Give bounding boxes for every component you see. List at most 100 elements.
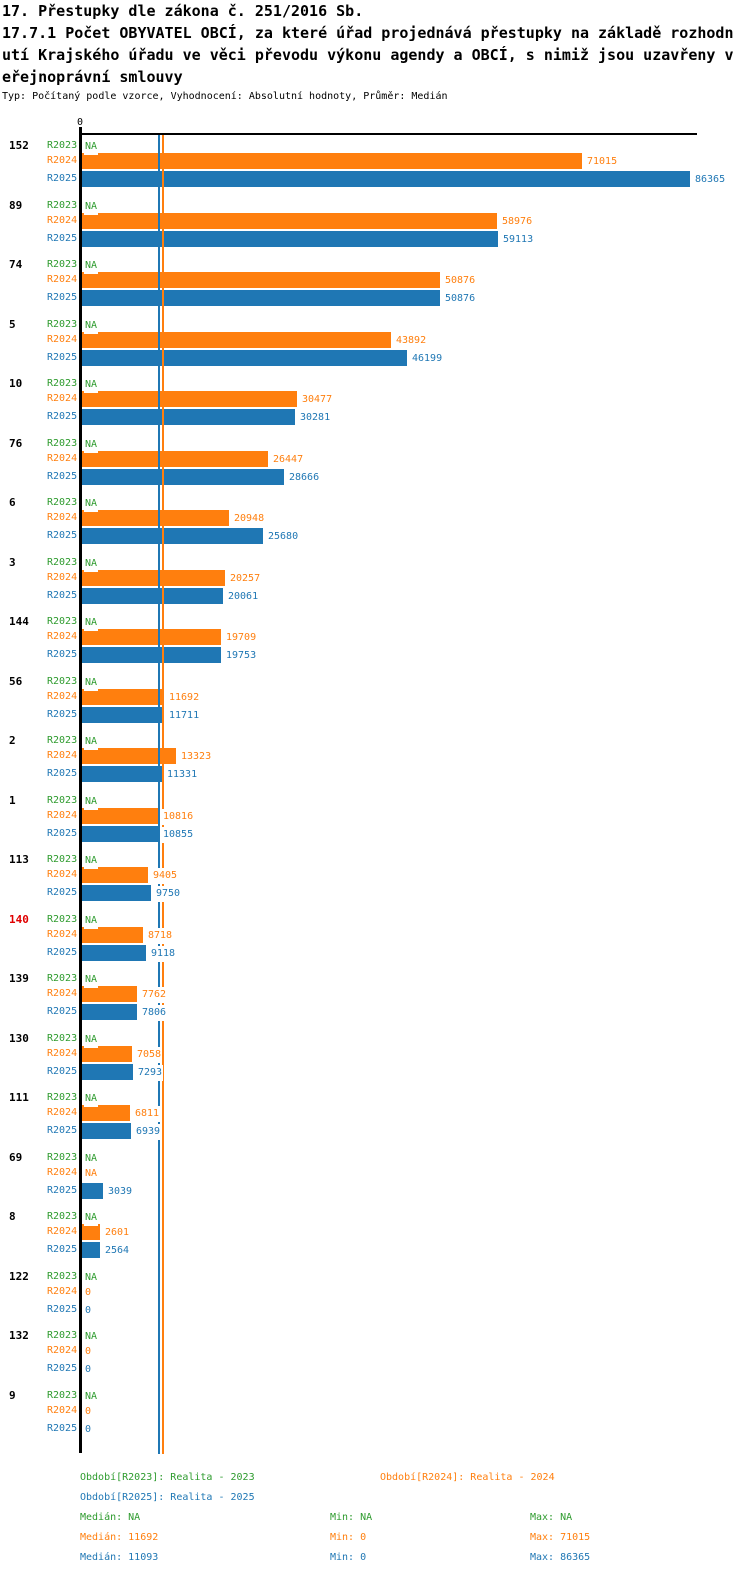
x-axis-line: [79, 133, 697, 135]
series-label-r2024: R2024: [47, 1345, 78, 1356]
bar-group: 9 R2023 NA R2024 0 R2025 0: [0, 1387, 750, 1447]
stat-min-r2023: Min: NA: [330, 1512, 373, 1523]
series-label-r2023: R2023: [47, 1211, 78, 1222]
bar-value-r2024: 7058: [136, 1046, 163, 1063]
series-label-r2024: R2024: [47, 155, 78, 166]
bar-group: 8 R2023 NA R2024 2601 R2025 2564: [0, 1208, 750, 1268]
bar-value-r2023: NA: [84, 496, 99, 512]
bar-value-r2025: 0: [84, 1421, 93, 1438]
series-label-r2025: R2025: [47, 470, 78, 482]
bar-r2024: [82, 1045, 132, 1062]
bar-group: 111 R2023 NA R2024 6811 R2025 6939: [0, 1089, 750, 1149]
bar-r2024: [82, 926, 143, 943]
group-label: 56: [9, 674, 23, 688]
series-label-r2023: R2023: [47, 973, 78, 984]
bar-value-r2025: 11711: [168, 707, 201, 724]
bar-group: 56 R2023 NA R2024 11692 R2025 11711: [0, 673, 750, 733]
legend-r2023: Období[R2023]: Realita - 2023: [80, 1472, 255, 1483]
group-label: 89: [9, 198, 23, 212]
series-label-r2024: R2024: [47, 512, 78, 523]
bar-group: 10 R2023 NA R2024 30477 R2025 30281: [0, 375, 750, 435]
bar-value-r2025: 86365: [694, 172, 727, 188]
bar-value-r2025: 50876: [444, 291, 477, 307]
group-label: 152: [9, 139, 29, 152]
bar-r2025: [82, 290, 440, 306]
series-label-r2025: R2025: [47, 887, 78, 898]
series-label-r2023: R2023: [47, 1092, 78, 1103]
bar-value-r2025: 59113: [502, 231, 535, 248]
bar-r2024: [82, 391, 297, 407]
bar-group: 74 R2023 NA R2024 50876 R2025 50876: [0, 256, 750, 316]
bar-value-r2024: 0: [84, 1284, 93, 1301]
series-label-r2025: R2025: [47, 1065, 78, 1077]
series-label-r2023: R2023: [47, 437, 78, 449]
bar-value-r2024: 9405: [152, 868, 179, 884]
bar-r2024: [82, 1224, 100, 1240]
group-label: 144: [9, 615, 29, 628]
series-label-r2024: R2024: [47, 393, 78, 404]
bar-r2025: [82, 647, 221, 663]
series-label-r2025: R2025: [47, 946, 78, 958]
series-label-r2025: R2025: [47, 351, 78, 363]
series-label-r2024: R2024: [47, 1404, 78, 1416]
series-label-r2025: R2025: [47, 589, 78, 601]
bar-value-r2024: 8718: [147, 927, 174, 944]
legend-r2024: Období[R2024]: Realita - 2024: [380, 1472, 555, 1483]
stat-min-r2025: Min: 0: [330, 1552, 367, 1563]
series-label-r2024: R2024: [47, 1047, 78, 1059]
bar-value-r2023: NA: [84, 1091, 99, 1107]
series-label-r2024: R2024: [47, 750, 78, 761]
series-label-r2023: R2023: [47, 1032, 78, 1044]
series-label-r2024: R2024: [47, 1226, 78, 1237]
bar-value-r2023: NA: [84, 436, 99, 453]
bar-value-r2025: 0: [84, 1362, 93, 1378]
series-label-r2024: R2024: [47, 928, 78, 940]
bar-value-r2025: 0: [84, 1302, 93, 1319]
group-label: 69: [9, 1150, 23, 1164]
bar-r2024: [82, 807, 158, 824]
report-title-line-3: utí Krajského úřadu ve věci převodu výko…: [2, 46, 734, 64]
series-label-r2025: R2025: [47, 173, 78, 184]
series-label-r2024: R2024: [47, 1285, 78, 1297]
series-label-r2023: R2023: [47, 616, 78, 627]
group-label: 9: [9, 1388, 16, 1402]
bar-value-r2025: 9118: [150, 945, 177, 962]
bar-value-r2023: NA: [84, 615, 99, 631]
bar-group: 139 R2023 NA R2024 7762 R2025 7806: [0, 970, 750, 1030]
bar-value-r2024: 71015: [586, 154, 619, 170]
bar-value-r2023: NA: [84, 674, 99, 691]
group-label: 140: [9, 912, 29, 926]
axis-zero-label: 0: [76, 117, 84, 128]
bar-value-r2024: 20257: [229, 570, 262, 587]
bar-r2025: [82, 230, 498, 247]
bar-value-r2024: 0: [84, 1344, 93, 1360]
bar-value-r2024: 19709: [225, 630, 258, 646]
bar-group: 152 R2023 NA R2024 71015 R2025 86365: [0, 137, 750, 197]
bar-value-r2023: NA: [84, 853, 99, 869]
bar-value-r2023: NA: [84, 377, 99, 393]
median-line-r2024: [162, 135, 164, 1454]
bar-group: 69 R2023 NA R2024 NA R2025 3039: [0, 1149, 750, 1209]
bar-value-r2025: 20061: [227, 588, 260, 605]
series-label-r2025: R2025: [47, 1006, 78, 1017]
group-label: 76: [9, 436, 23, 450]
bar-value-r2023: NA: [84, 734, 99, 750]
bar-r2025: [82, 825, 158, 842]
bar-r2025: [82, 1123, 131, 1139]
bar-value-r2025: 6939: [135, 1124, 162, 1140]
bar-value-r2025: 11331: [166, 767, 199, 783]
bar-value-r2023: NA: [84, 793, 99, 810]
bar-value-r2024: 20948: [233, 511, 266, 527]
series-label-r2024: R2024: [47, 869, 78, 880]
bar-value-r2024: 13323: [180, 749, 213, 765]
group-label: 122: [9, 1269, 29, 1283]
series-label-r2025: R2025: [47, 1244, 78, 1255]
series-label-r2025: R2025: [47, 1125, 78, 1136]
group-label: 5: [9, 317, 16, 331]
bar-group: 132 R2023 NA R2024 0 R2025 0: [0, 1327, 750, 1387]
bar-value-r2023: NA: [84, 198, 99, 215]
bar-value-r2023: NA: [84, 139, 99, 155]
bar-value-r2025: 19753: [225, 648, 258, 664]
series-label-r2025: R2025: [47, 292, 78, 303]
